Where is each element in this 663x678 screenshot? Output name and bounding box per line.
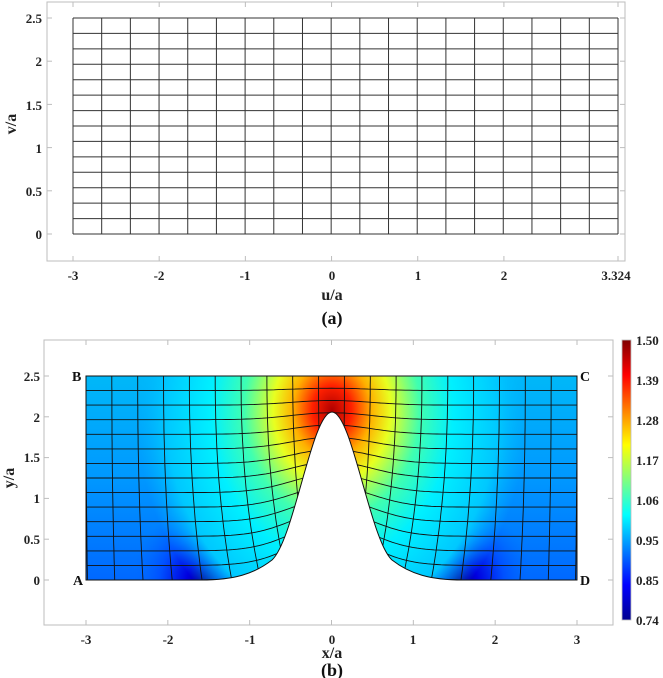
x-tick-a: -3: [68, 268, 79, 283]
panel-a: -3 -2 -1 0 1 2 3.324 0 0.5 1 1.5 2 2.5 u…: [3, 1, 631, 329]
y-tick-b: 2.5: [24, 369, 41, 384]
y-tick-a: 2: [36, 54, 43, 69]
x-tick-a: -1: [240, 268, 251, 283]
colorbar: 1.50 1.39 1.28 1.17 1.06 0.95 0.85 0.74: [621, 333, 659, 628]
x-tick-b: 3: [574, 632, 581, 647]
x-axis-label-b: x/a: [322, 645, 342, 662]
mesh-grid-a: [72, 17, 619, 235]
corner-label-a: A: [73, 574, 84, 589]
corner-label-c: C: [580, 370, 590, 385]
y-tick-b: 2: [34, 410, 41, 425]
x-tick-b: 2: [492, 632, 499, 647]
x-tick-a: 1: [415, 268, 422, 283]
x-tick-b: -1: [245, 632, 256, 647]
colorbar-gradient: [621, 339, 632, 621]
ticks-a: [47, 2, 625, 261]
y-tick-a: 2.5: [26, 11, 43, 26]
x-tick-b: 1: [410, 632, 417, 647]
y-tick-a: 1: [36, 141, 43, 156]
y-tick-a: 1.5: [26, 98, 43, 113]
x-tick-b: -2: [163, 632, 174, 647]
x-tick-a: 0: [329, 268, 336, 283]
y-tick-b: 0: [34, 573, 41, 588]
domain-outline: [85, 375, 578, 581]
y-tick-b: 1: [34, 491, 41, 506]
axes-box-a: [46, 1, 626, 262]
y-tick-b: 0.5: [24, 532, 41, 547]
y-axis-label-b: y/a: [1, 468, 18, 488]
panel-b: A B C D -3 -2 -1 0 1 2 3 0 0.5 1 1.5 2 2…: [1, 333, 659, 678]
panel-caption-a: (a): [322, 308, 343, 329]
x-tick-a: -2: [154, 268, 165, 283]
x-tick-b: -3: [81, 632, 92, 647]
x-tick-a: 2: [501, 268, 508, 283]
corner-label-d: D: [580, 574, 590, 589]
x-tick-a: 3.324: [601, 268, 631, 283]
y-tick-b: 1.5: [24, 450, 41, 465]
y-tick-a: 0.5: [26, 184, 43, 199]
colorbar-tick: 0.95: [636, 533, 659, 548]
colorbar-tick: 0.85: [636, 573, 659, 588]
y-tick-a: 0: [36, 227, 43, 242]
colorbar-tick: 1.06: [636, 493, 659, 508]
colorbar-tick: 0.74: [636, 613, 659, 628]
ticks-b: [44, 340, 613, 625]
x-axis-label-a: u/a: [321, 287, 342, 304]
colorbar-tick: 1.17: [636, 453, 659, 468]
x-tick-b: 0: [329, 632, 336, 647]
colorbar-tick: 1.50: [636, 333, 659, 348]
y-axis-label-a: v/a: [3, 114, 20, 134]
corner-label-b: B: [72, 370, 81, 385]
panel-caption-b: (b): [321, 660, 343, 678]
colorbar-tick: 1.28: [636, 413, 659, 428]
colorbar-tick: 1.39: [636, 373, 659, 388]
